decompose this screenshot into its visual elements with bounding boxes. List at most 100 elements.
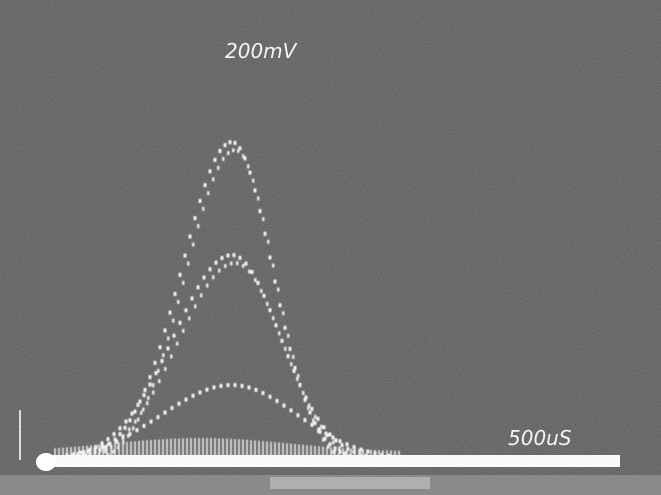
trace-dot [281, 339, 284, 343]
trace-dot [202, 207, 205, 211]
trace-dot [284, 326, 287, 330]
trace-dot [172, 319, 175, 323]
trace-dot [214, 158, 217, 162]
trace-dot [254, 278, 257, 282]
trace-dot [167, 346, 170, 350]
trace-dot [134, 420, 137, 424]
trace-dot [297, 413, 300, 417]
trace-dot [187, 262, 190, 266]
trace-dot [341, 443, 344, 447]
trace-dot [164, 328, 167, 332]
trace-dot [314, 421, 317, 425]
trace-dot [239, 256, 242, 260]
trace-dot [311, 423, 314, 427]
baseline-trace [40, 455, 620, 467]
trace-dot [329, 442, 332, 446]
trace-dot [167, 336, 170, 340]
trace-dot [239, 146, 242, 150]
volts-per-div-label: 200mV [225, 39, 298, 63]
trace-dot [217, 166, 220, 170]
trace-dot [136, 428, 139, 432]
trace-dot [191, 296, 194, 300]
trace-dot [302, 391, 305, 395]
trace-dot [194, 216, 197, 220]
trace-dot [124, 426, 127, 430]
trace-dot [131, 412, 134, 416]
trace-dot [247, 164, 250, 168]
trace-dot [229, 140, 232, 144]
trace-dot [227, 151, 230, 155]
trace-dot [339, 439, 342, 443]
trace-origin-spot [36, 453, 56, 471]
trace-dot [248, 386, 251, 390]
trace-dot [332, 436, 335, 440]
trace-dot [292, 355, 295, 359]
trace-dot [171, 406, 174, 410]
trace-dot [335, 438, 338, 442]
trace-dot [169, 311, 172, 315]
trace-dot [249, 171, 252, 175]
trace-dot [251, 270, 254, 274]
trace-dot [344, 451, 347, 455]
trace-dot [220, 384, 223, 388]
trace-dot [283, 404, 286, 408]
trace-dot [115, 439, 118, 443]
trace-dot [192, 394, 195, 398]
trace-dot [129, 432, 132, 436]
trace-dot [275, 323, 278, 327]
trace-dot [132, 426, 135, 430]
trace-dot [152, 383, 155, 387]
trace-dot [128, 427, 131, 431]
trace-dot [137, 418, 140, 422]
trace-dot [122, 436, 125, 440]
trace-dot [305, 396, 308, 400]
trace-dot [212, 275, 215, 279]
trace-dot [158, 379, 161, 383]
trace-dot [199, 390, 202, 394]
trace-dot [173, 334, 176, 338]
trace-dot [289, 347, 292, 351]
trace-dot [353, 445, 356, 449]
trace-dot [259, 209, 262, 213]
trace-dot [221, 256, 224, 260]
trace-dot [212, 177, 215, 181]
trace-dot [236, 261, 239, 265]
trace-dot [290, 362, 293, 366]
trace-dot [269, 308, 272, 312]
trace-dot [279, 303, 282, 307]
trace-dot [257, 281, 260, 285]
trace-dot [164, 411, 167, 415]
trace-dot [185, 308, 188, 312]
trace-dot [179, 321, 182, 325]
trace-dot [284, 347, 287, 351]
trace-dot [222, 157, 225, 161]
trace-dot [107, 437, 110, 441]
trace-dot [143, 393, 146, 397]
trace-dot [269, 395, 272, 399]
trace-dot [257, 196, 260, 200]
trace-dot [272, 263, 275, 267]
trace-dot [234, 383, 237, 387]
trace-dot [112, 450, 115, 454]
trace-dot [209, 267, 212, 271]
film-grain [0, 0, 661, 495]
trace-dot [197, 285, 200, 289]
trace-dot [159, 345, 162, 349]
trace-dot [230, 261, 233, 265]
trace-dot [113, 432, 116, 436]
trace-dot [149, 375, 152, 379]
trace-dot [296, 377, 299, 381]
trace-dot [262, 391, 265, 395]
trace-dot [184, 254, 187, 258]
trace-dot [209, 169, 212, 173]
trace-dot [149, 383, 152, 387]
trace-dot [174, 292, 177, 296]
trace-dot [276, 399, 279, 403]
trace-dot [119, 426, 122, 430]
trace-dot [154, 361, 157, 365]
trace-dot [140, 411, 143, 415]
trace-dot [248, 270, 251, 274]
trace-dot [218, 269, 221, 273]
trace-dot [182, 329, 185, 333]
trace-dot [314, 415, 317, 419]
